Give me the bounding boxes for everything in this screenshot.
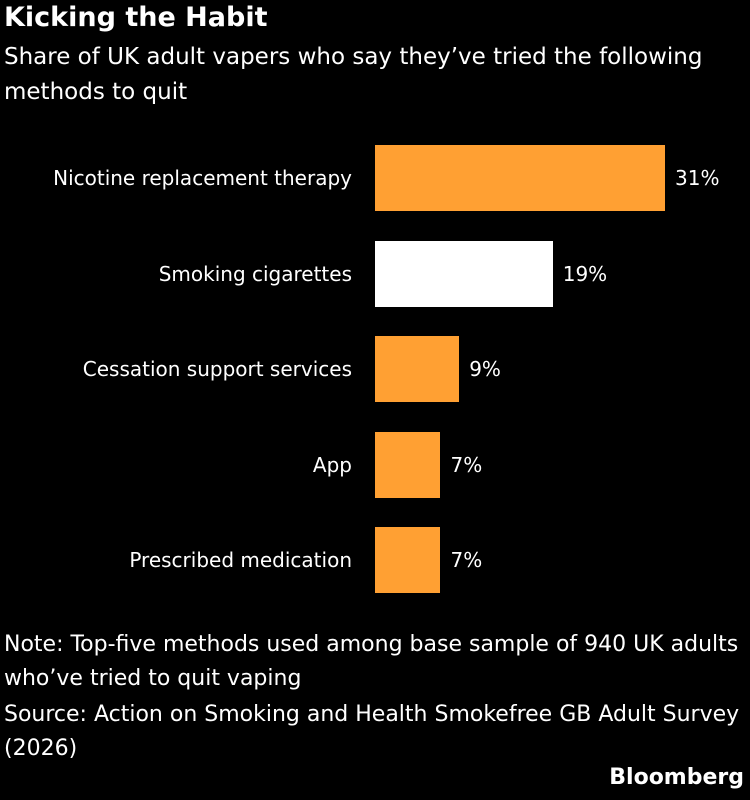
value-label: 31% <box>675 166 720 190</box>
bar <box>375 145 665 211</box>
category-label: Prescribed medication <box>129 548 352 572</box>
category-label: Smoking cigarettes <box>158 261 352 286</box>
chart-title: Kicking the Habit <box>4 2 268 33</box>
category-label: App <box>312 452 352 477</box>
category-label: Cessation support services <box>82 357 352 381</box>
bar <box>375 431 441 498</box>
value-label: 9% <box>469 357 501 381</box>
category-label: Nicotine replacement therapy <box>53 166 352 190</box>
value-label: 19% <box>562 261 608 286</box>
bar <box>375 527 441 593</box>
chart-subtitle: Share of UK adult vapers who say they’ve… <box>4 44 703 105</box>
source: Source: Action on Smoking and Health Smo… <box>4 702 740 761</box>
value-label: 7% <box>450 548 483 572</box>
bar <box>375 240 553 307</box>
value-label: 7% <box>450 452 483 477</box>
credit: Bloomberg <box>609 765 744 790</box>
bar <box>375 336 460 402</box>
note: Note: Top-five methods used among base s… <box>4 632 739 691</box>
